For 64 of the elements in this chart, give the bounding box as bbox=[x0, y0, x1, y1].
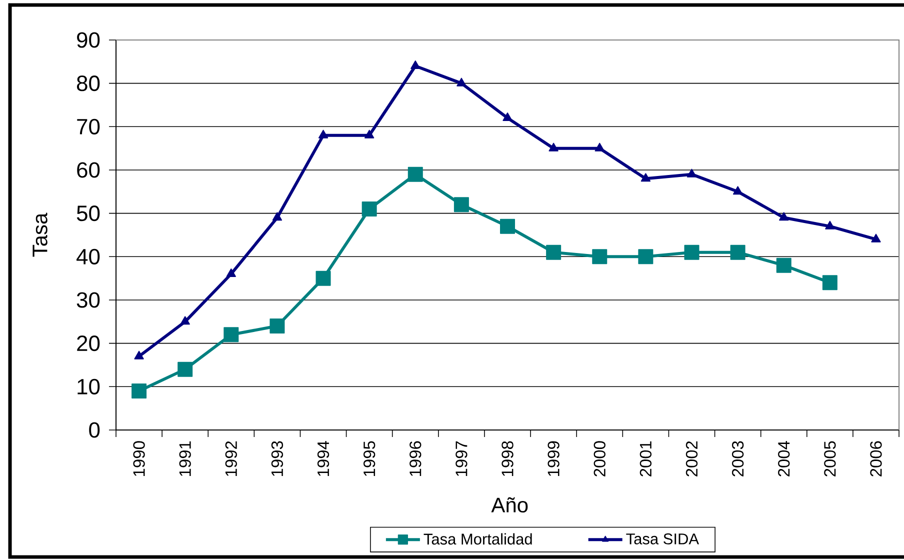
x-tick-label: 1990 bbox=[133, 441, 145, 476]
y-tick-label: 20 bbox=[77, 336, 100, 352]
point bbox=[270, 318, 285, 334]
point bbox=[456, 78, 466, 86]
point bbox=[364, 130, 374, 138]
point bbox=[226, 268, 236, 277]
y-axis-title: Tasa bbox=[32, 212, 48, 257]
y-tick-label: 70 bbox=[77, 118, 100, 134]
x-tick-label: 2004 bbox=[778, 441, 790, 476]
y-tick-label: 30 bbox=[76, 292, 100, 308]
x-tick-label: 2002 bbox=[686, 441, 698, 476]
point bbox=[546, 244, 562, 260]
point bbox=[408, 166, 423, 182]
y-tick-label: 50 bbox=[76, 206, 100, 222]
x-tick-label: 1996 bbox=[410, 441, 422, 476]
point bbox=[684, 244, 700, 260]
point bbox=[316, 270, 331, 286]
x-tick-label: 2006 bbox=[870, 441, 882, 476]
x-tick-label: 2003 bbox=[732, 441, 744, 476]
point bbox=[730, 244, 746, 260]
point bbox=[779, 212, 789, 221]
point bbox=[362, 201, 377, 216]
point bbox=[180, 316, 190, 325]
x-axis-title: Año bbox=[491, 497, 528, 512]
point bbox=[272, 212, 282, 221]
point bbox=[638, 249, 654, 264]
point bbox=[410, 60, 420, 69]
point bbox=[825, 220, 835, 230]
legend-label: Tasa SIDA bbox=[626, 533, 700, 544]
x-tick-label: 2001 bbox=[640, 441, 652, 476]
point bbox=[224, 327, 239, 342]
x-tick-label: 1999 bbox=[548, 441, 560, 476]
point bbox=[454, 197, 469, 212]
point bbox=[686, 168, 697, 178]
y-tick-label: 0 bbox=[89, 422, 100, 438]
point bbox=[178, 362, 193, 377]
point bbox=[640, 173, 651, 182]
point bbox=[871, 234, 881, 242]
y-tick-label: 90 bbox=[77, 32, 100, 48]
legend-label: Tasa Mortalidad bbox=[424, 533, 532, 545]
point bbox=[132, 383, 147, 398]
point bbox=[776, 258, 792, 273]
point bbox=[502, 112, 512, 121]
point bbox=[732, 186, 743, 195]
x-tick-label: 1998 bbox=[502, 441, 514, 476]
point bbox=[592, 249, 608, 264]
point bbox=[548, 142, 558, 152]
x-tick-label: 1994 bbox=[317, 441, 330, 476]
x-tick-label: 1991 bbox=[179, 441, 191, 476]
point bbox=[134, 350, 144, 360]
y-tick-label: 80 bbox=[76, 76, 100, 92]
x-tick-label: 1995 bbox=[363, 441, 376, 476]
x-tick-label: 1993 bbox=[271, 441, 284, 476]
y-tick-label: 40 bbox=[76, 248, 100, 264]
x-tick-label: 1997 bbox=[456, 441, 468, 476]
x-tick-label: 2005 bbox=[824, 441, 836, 476]
point bbox=[822, 275, 838, 290]
y-tick-label: 60 bbox=[77, 162, 100, 178]
x-tick-label: 1992 bbox=[225, 441, 237, 476]
point bbox=[500, 218, 516, 234]
point bbox=[318, 130, 328, 138]
y-tick-label: 10 bbox=[78, 378, 100, 394]
point bbox=[594, 142, 604, 152]
x-tick-label: 2000 bbox=[594, 441, 606, 476]
